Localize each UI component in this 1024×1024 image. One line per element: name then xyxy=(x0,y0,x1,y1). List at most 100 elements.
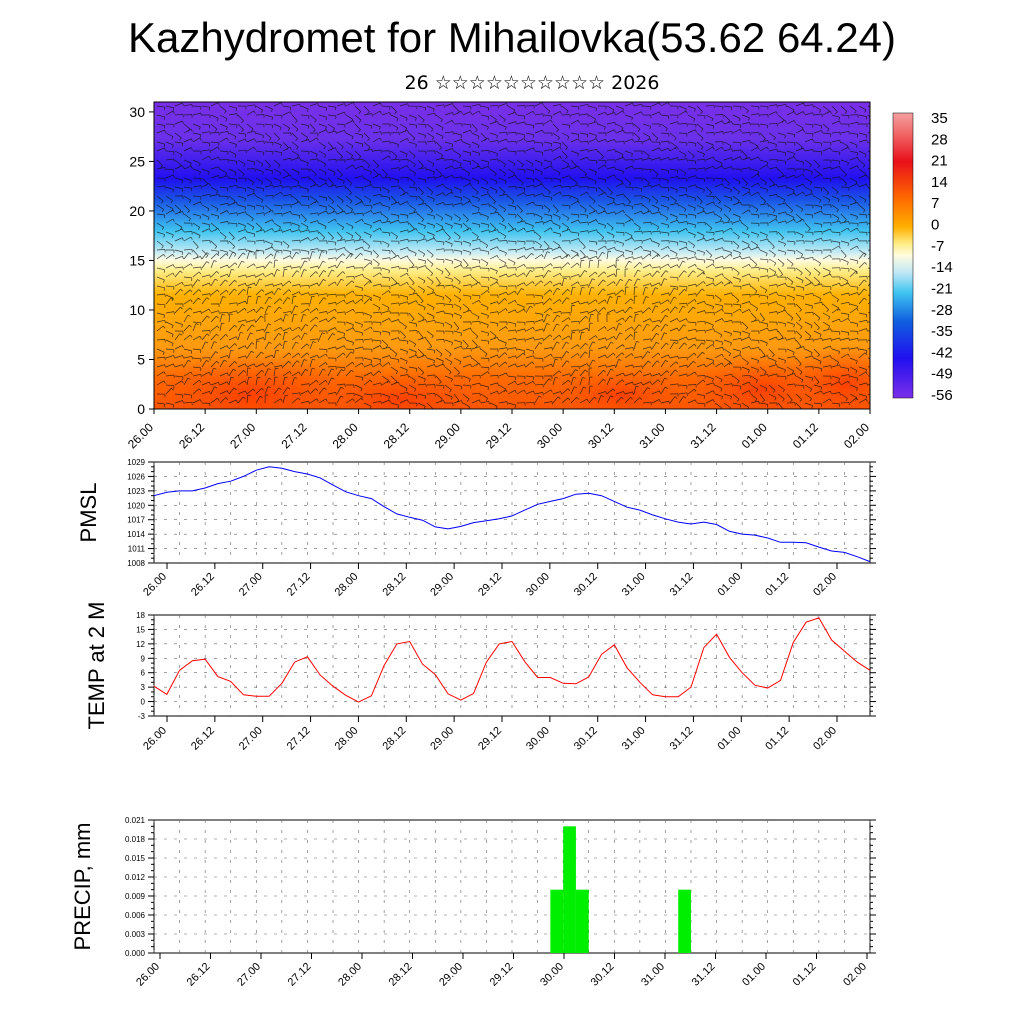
x-tick-label: 29.00 xyxy=(432,420,463,451)
x-tick-label: 29.12 xyxy=(476,725,504,753)
y-tick-label: 9 xyxy=(141,654,146,663)
x-tick-label: 29.00 xyxy=(437,961,465,989)
x-tick-label: 30.00 xyxy=(538,961,566,989)
x-tick-label: 02.00 xyxy=(811,571,839,599)
colorbar-label: -35 xyxy=(931,323,953,340)
x-tick-label: 29.00 xyxy=(428,571,456,599)
x-tick-label: 30.12 xyxy=(572,571,600,599)
x-tick-label: 29.12 xyxy=(488,961,516,989)
y-tick-label: -3 xyxy=(138,712,146,721)
x-tick-label: 01.00 xyxy=(739,420,770,451)
x-tick-label: 31.12 xyxy=(668,571,696,599)
precip-bar xyxy=(678,889,691,953)
colorbar-label: 35 xyxy=(931,110,948,127)
x-tick-label: 31.00 xyxy=(636,420,667,451)
x-tick-label: 01.00 xyxy=(715,725,743,753)
y-tick-label: 0.018 xyxy=(125,835,146,844)
x-tick-label: 29.00 xyxy=(428,725,456,753)
y-tick-label: 1020 xyxy=(127,501,145,510)
x-tick-label: 28.00 xyxy=(333,725,361,753)
y-tick-label: 25 xyxy=(129,153,145,169)
precip-panel: 0.000 0.003 0.006 0.009 0.012 0.015 0.018 0.021… xyxy=(70,816,876,989)
y-tick-label: 0 xyxy=(137,401,145,417)
colorbar-label: -56 xyxy=(931,387,953,404)
precip-bar xyxy=(550,889,564,953)
x-tick-label: 26.00 xyxy=(125,420,156,451)
x-tick-label: 27.12 xyxy=(286,961,314,989)
colorbar-label: -7 xyxy=(931,238,944,255)
x-tick-label: 30.12 xyxy=(585,420,616,451)
y-tick-label: 1017 xyxy=(127,516,145,525)
x-tick-label: 26.12 xyxy=(176,420,207,451)
x-tick-label: 30.12 xyxy=(572,725,600,753)
x-tick-label: 01.12 xyxy=(791,961,819,989)
y-tick-label: 0.009 xyxy=(125,892,146,901)
y-tick-label: 0.021 xyxy=(125,816,146,825)
temp-panel: -3 0 3 6 9 12 15 18 26.00 26.12 27.00 27.12 28.00 28.… xyxy=(84,602,876,753)
colorbar-label: -21 xyxy=(931,280,953,297)
x-tick-label: 27.00 xyxy=(237,725,265,753)
y-tick-label: 15 xyxy=(129,252,145,268)
warm-blob xyxy=(310,370,490,409)
colorbar-label: -49 xyxy=(931,366,953,383)
x-tick-label: 27.12 xyxy=(278,420,309,451)
y-tick-label: 12 xyxy=(136,640,145,649)
colorbar-label: 7 xyxy=(931,195,939,212)
y-tick-label: 30 xyxy=(129,104,145,120)
x-tick-label: 26.12 xyxy=(185,961,213,989)
x-tick-label: 28.12 xyxy=(380,571,408,599)
cross-section-panel: 0 5 10 15 20 25 30 26.00 26.12 27.00 27.12 28.00 28.… xyxy=(125,101,953,451)
x-tick-label: 01.12 xyxy=(763,571,791,599)
y-tick-label: 0.015 xyxy=(125,854,146,863)
x-tick-label: 02.00 xyxy=(841,961,869,989)
y-tick-label: 3 xyxy=(141,683,146,692)
y-tick-label: 1008 xyxy=(127,559,145,568)
colorbar-label: 28 xyxy=(931,131,948,148)
x-tick-label: 01.00 xyxy=(740,961,768,989)
x-tick-label: 27.00 xyxy=(237,571,265,599)
y-tick-label: 10 xyxy=(129,302,145,318)
precip-bar xyxy=(563,826,576,953)
x-tick-label: 29.12 xyxy=(476,571,504,599)
precip-bar xyxy=(575,889,589,953)
x-tick-label: 30.00 xyxy=(524,725,552,753)
x-tick-label: 27.12 xyxy=(285,571,313,599)
warm-blob xyxy=(550,370,690,409)
x-tick-label: 28.12 xyxy=(387,961,415,989)
page-subtitle: 26 ☆☆☆☆☆☆☆☆☆☆ 2026 xyxy=(404,72,660,94)
y-axis-title: TEMP at 2 M xyxy=(84,602,109,730)
y-tick-label: 18 xyxy=(136,611,145,620)
x-tick-label: 27.00 xyxy=(235,961,263,989)
series-line xyxy=(153,466,871,563)
x-tick-label: 31.00 xyxy=(639,961,667,989)
x-tick-label: 02.00 xyxy=(811,725,839,753)
warm-blob xyxy=(785,345,870,409)
x-tick-label: 01.12 xyxy=(790,420,821,451)
x-tick-label: 26.12 xyxy=(189,571,217,599)
x-tick-label: 31.00 xyxy=(620,725,648,753)
y-tick-label: 0.003 xyxy=(125,930,146,939)
y-tick-label: 6 xyxy=(141,669,146,678)
y-tick-label: 5 xyxy=(137,351,145,367)
y-tick-label: 1023 xyxy=(127,487,145,496)
y-tick-label: 0 xyxy=(141,698,146,707)
x-tick-label: 28.00 xyxy=(330,420,361,451)
y-tick-label: 20 xyxy=(129,203,145,219)
plot-frame xyxy=(153,819,871,954)
warm-blob xyxy=(154,355,360,409)
y-tick-label: 0.012 xyxy=(125,873,146,882)
x-tick-label: 26.12 xyxy=(189,725,217,753)
x-tick-label: 28.00 xyxy=(333,571,361,599)
x-tick-label: 30.12 xyxy=(589,961,617,989)
colorbar-label: 21 xyxy=(931,153,948,170)
y-tick-label: 1011 xyxy=(128,545,146,554)
x-tick-label: 31.12 xyxy=(690,961,718,989)
page-title: Kazhydromet for Mihailovka(53.62 64.24) xyxy=(127,14,897,61)
y-axis-title: PMSL xyxy=(76,483,101,543)
colorbar-label: -42 xyxy=(931,344,953,361)
colorbar-label: -14 xyxy=(931,259,953,276)
x-tick-label: 26.00 xyxy=(141,571,169,599)
x-tick-label: 26.00 xyxy=(134,961,162,989)
x-tick-label: 29.12 xyxy=(483,420,514,451)
